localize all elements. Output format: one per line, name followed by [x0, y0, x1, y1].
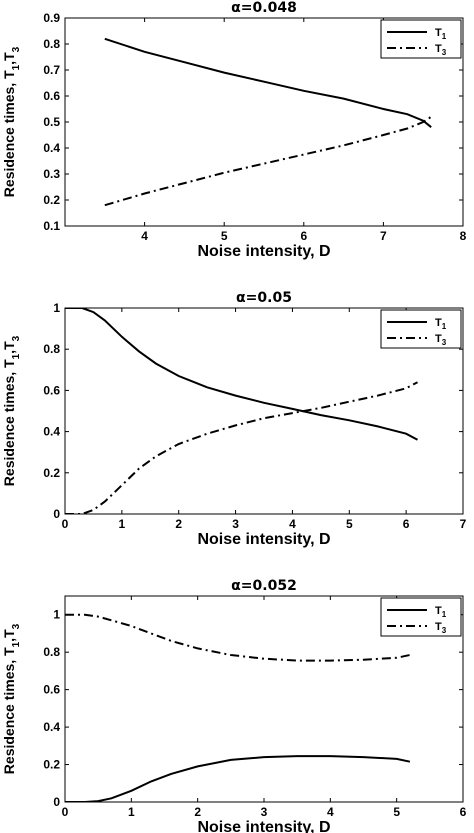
x-tick-label: 6 — [403, 517, 410, 531]
x-tick-label: 1 — [119, 517, 126, 531]
x-tick-label: 0 — [62, 517, 69, 531]
y-tick-label: 0.2 — [43, 466, 60, 480]
y-tick-label: 0.8 — [43, 342, 60, 356]
legend-label-t3: T3 — [435, 43, 447, 57]
chart-title: α=0.052 — [231, 578, 297, 594]
y-tick-label: 0.6 — [43, 683, 60, 697]
y-tick-label: 0 — [53, 795, 60, 809]
chart-title: α=0.048 — [231, 0, 297, 16]
y-tick-label: 0 — [53, 507, 60, 521]
x-tick-label: 4 — [141, 229, 148, 243]
x-tick-label: 6 — [300, 229, 307, 243]
y-axis-label-sub1: 1 — [11, 64, 22, 70]
y-tick-label: 0.2 — [43, 758, 60, 772]
legend-label-sub: 3 — [442, 626, 447, 635]
legend-label-name: T — [435, 621, 442, 633]
y-axis-label-sub1: 1 — [11, 641, 22, 647]
x-tick-label: 6 — [460, 805, 467, 819]
y-tick-label: 0.6 — [43, 89, 60, 103]
y-tick-label: 0.9 — [43, 11, 60, 25]
y-tick-label: 1 — [53, 608, 60, 622]
x-tick-label: 3 — [232, 517, 239, 531]
x-tick-label: 2 — [175, 517, 182, 531]
plot-frame — [64, 307, 464, 515]
y-axis-label-sub3: 3 — [11, 335, 22, 341]
legend-label-sub: 1 — [442, 322, 447, 331]
series-line-t1 — [65, 308, 418, 441]
y-tick-label: 0.3 — [43, 167, 60, 181]
x-tick-label: 8 — [460, 229, 467, 243]
chart-title: α=0.05 — [236, 290, 292, 306]
y-tick-label: 0.4 — [43, 425, 60, 439]
legend-label-t3: T3 — [435, 621, 447, 635]
legend-label-sub: 1 — [442, 32, 447, 41]
legend-label-t1: T1 — [435, 605, 447, 619]
series-line-t3 — [104, 115, 432, 207]
x-tick-label: 1 — [128, 805, 135, 819]
y-axis-label-text: Residence times, T — [1, 359, 17, 486]
y-axis-label-sep: ,T — [1, 341, 17, 354]
y-tick-label: 0.5 — [43, 115, 60, 129]
legend-label-name: T — [435, 27, 442, 39]
y-tick-label: 0.4 — [43, 720, 60, 734]
y-tick-label: 0.7 — [43, 63, 60, 77]
y-tick-label: 0.8 — [43, 37, 60, 51]
x-tick-label: 3 — [261, 805, 268, 819]
legend-label-sub: 3 — [442, 338, 447, 347]
y-axis-label: Residence times, T1,T3 — [1, 623, 22, 774]
x-tick-label: 0 — [62, 805, 69, 819]
x-tick-label: 5 — [346, 517, 353, 531]
legend-label-sub: 3 — [442, 48, 447, 57]
y-tick-label: 0.8 — [43, 645, 60, 659]
chart-panel-2: α=0.05 0 1 2 3 4 5 6 7 0 0.2 0.4 0.6 0.8 1 Noise intens… — [1, 290, 467, 548]
legend-label-t3: T3 — [435, 333, 447, 347]
y-tick-label: 0.4 — [43, 141, 60, 155]
x-tick-label: 7 — [460, 517, 467, 531]
x-tick-label: 5 — [221, 229, 228, 243]
y-tick-label: 0.6 — [43, 383, 60, 397]
chart-panel-1: α=0.048 4 5 6 7 8 0.1 0.2 0.3 0.4 0.5 0.6 0.7 0.8 0.9 N… — [1, 0, 467, 260]
x-tick-label: 4 — [289, 517, 296, 531]
y-axis-label-sep: ,T — [1, 52, 17, 65]
x-tick-label: 2 — [194, 805, 201, 819]
y-axis-label-sub3: 3 — [11, 46, 22, 52]
y-tick-label: 0.1 — [43, 219, 60, 233]
y-tick-label: 0.2 — [43, 193, 60, 207]
x-tick-label: 7 — [380, 229, 387, 243]
y-axis-label-text: Residence times, T — [1, 70, 17, 197]
y-axis-label: Residence times, T1,T3 — [1, 46, 22, 197]
legend-box — [380, 19, 462, 59]
y-axis-label-text: Residence times, T — [1, 647, 17, 774]
legend-box — [380, 309, 462, 349]
chart-panel-3: α=0.052 0 1 2 3 4 5 6 0 0.2 0.4 0.6 0.8 1 Noise intens… — [1, 578, 467, 833]
x-axis-label: Noise intensity, D — [197, 531, 330, 548]
series-line-t1 — [104, 37, 432, 128]
series-line-t3 — [65, 381, 418, 514]
x-tick-label: 4 — [327, 805, 334, 819]
y-tick-label: 1 — [53, 301, 60, 315]
y-axis-label-sub1: 1 — [11, 353, 22, 359]
legend-label-name: T — [435, 605, 442, 617]
legend-label-t1: T1 — [435, 317, 447, 331]
legend-box — [380, 597, 462, 637]
legend-label-name: T — [435, 333, 442, 345]
y-axis-label-sub3: 3 — [11, 623, 22, 629]
y-axis-label: Residence times, T1,T3 — [1, 335, 22, 486]
legend-label-sub: 1 — [442, 610, 447, 619]
x-axis-label: Noise intensity, D — [197, 819, 330, 833]
x-axis-label: Noise intensity, D — [197, 243, 330, 260]
series-line-t1 — [65, 755, 411, 802]
series-line-t3 — [65, 613, 411, 662]
x-tick-label: 5 — [393, 805, 400, 819]
legend-label-name: T — [435, 317, 442, 329]
y-axis-label-sep: ,T — [1, 629, 17, 642]
legend-label-t1: T1 — [435, 27, 447, 41]
legend-label-name: T — [435, 43, 442, 55]
